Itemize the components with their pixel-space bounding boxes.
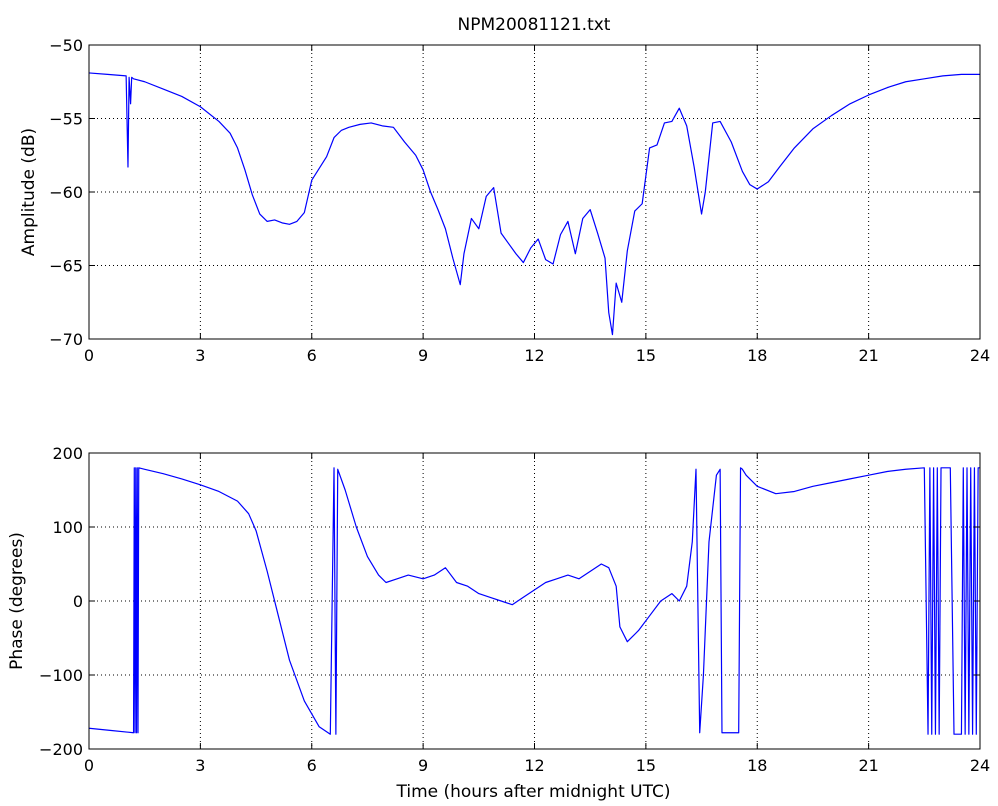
phase-xtick-label: 12 (524, 756, 544, 775)
phase-ytick-label: 0 (73, 592, 83, 611)
amplitude-panel: 0 3 6 9 12 15 18 21 24 −70 −65 −60 −55 −50 Amplitude (… (19, 36, 990, 365)
phase-series-line (88, 467, 980, 735)
phase-xtick-label: 24 (970, 756, 990, 775)
phase-panel: 0 3 6 9 12 15 18 21 24 −200 −100 0 100 200 Phase (degr… (7, 444, 990, 802)
amplitude-xtick-label: 24 (970, 346, 990, 365)
amplitude-xtick-label: 15 (636, 346, 656, 365)
amplitude-ytick-label: −65 (49, 257, 83, 276)
phase-ytick-label: −200 (39, 740, 83, 759)
phase-ytick-label: 200 (52, 444, 83, 463)
phase-xtick-label: 0 (84, 756, 94, 775)
amplitude-xtick-label: 6 (307, 346, 317, 365)
amplitude-ytick-label: −60 (49, 183, 83, 202)
phase-xtick-label: 3 (195, 756, 205, 775)
phase-xtick-label: 18 (747, 756, 767, 775)
phase-xtick-label: 21 (858, 756, 878, 775)
phase-xlabel: Time (hours after midnight UTC) (395, 782, 670, 802)
phase-xtick-label: 6 (307, 756, 317, 775)
phase-ytick-label: 100 (52, 518, 83, 537)
phase-xtick-label: 15 (636, 756, 656, 775)
amplitude-ytick-label: −50 (49, 36, 83, 55)
plot-panels: 0 3 6 9 12 15 18 21 24 −70 −65 −60 −55 −50 Amplitude (… (7, 36, 990, 802)
phase-ytick-label: −100 (39, 666, 83, 685)
amplitude-ylabel: Amplitude (dB) (19, 128, 39, 256)
amplitude-series-line (88, 72, 980, 336)
amplitude-xtick-label: 3 (195, 346, 205, 365)
amplitude-ytick-label: −70 (49, 330, 83, 349)
amplitude-xtick-label: 0 (84, 346, 94, 365)
phase-xtick-label: 9 (418, 756, 428, 775)
amplitude-xtick-label: 21 (858, 346, 878, 365)
amplitude-xtick-label: 9 (418, 346, 428, 365)
amplitude-xtick-label: 12 (524, 346, 544, 365)
amplitude-ytick-label: −55 (49, 110, 83, 129)
figure-title: NPM20081121.txt (458, 15, 611, 35)
phase-ylabel: Phase (degrees) (7, 532, 27, 670)
amplitude-xtick-label: 18 (747, 346, 767, 365)
